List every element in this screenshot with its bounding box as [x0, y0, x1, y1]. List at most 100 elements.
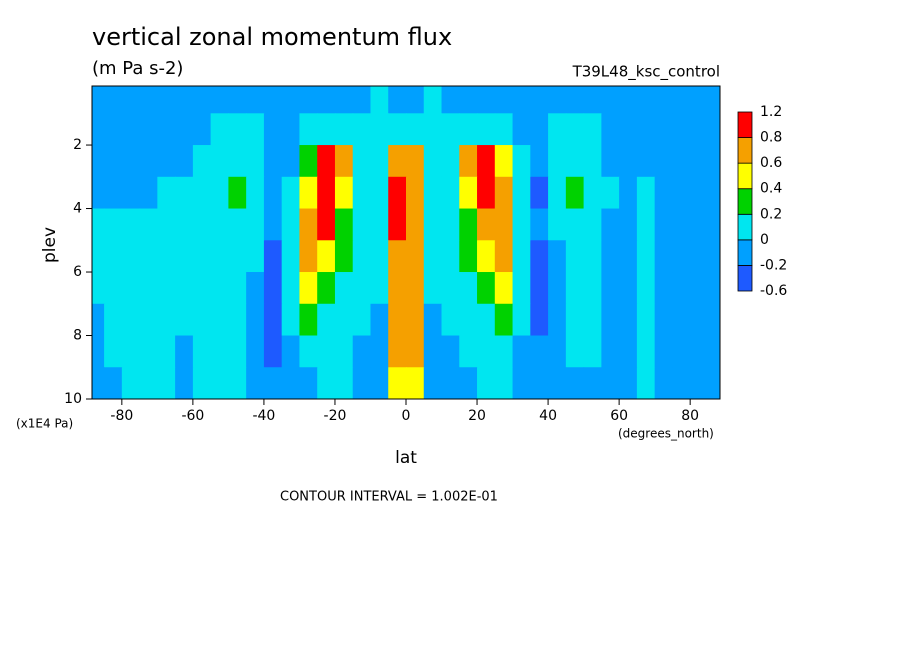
field-cell [619, 176, 638, 210]
field-cell [707, 208, 721, 241]
field-cell [548, 303, 567, 337]
field-cell [228, 145, 247, 178]
field-cell [636, 272, 656, 305]
field-cell [388, 208, 407, 241]
field-cell [157, 272, 176, 305]
field-cell [423, 272, 443, 305]
field-cell [317, 113, 336, 146]
field-cell [121, 240, 141, 273]
field-cell [459, 176, 478, 210]
field-cell [121, 208, 141, 241]
field-cell [619, 240, 638, 273]
field-cell [690, 303, 709, 337]
field-cell [636, 176, 656, 210]
field-cell [246, 240, 265, 273]
field-cell [707, 145, 721, 178]
field-cell [370, 208, 389, 241]
field-cell [530, 208, 549, 241]
field-cell [565, 113, 585, 146]
field-cell [299, 145, 318, 178]
field-cell [263, 176, 283, 210]
field-cell [477, 272, 496, 305]
field-cell [548, 240, 567, 273]
field-cell [228, 335, 247, 368]
field-cell [406, 208, 425, 241]
field-cell [121, 145, 141, 178]
x-axis-label: lat [395, 448, 417, 468]
field-cell [477, 86, 496, 114]
field-cell [548, 208, 567, 241]
field-cell [494, 240, 514, 273]
field-cell [92, 335, 105, 368]
field-cell [565, 176, 585, 210]
field-cell [459, 367, 478, 400]
field-cell [583, 86, 602, 114]
field-cell [406, 176, 425, 210]
field-cell [636, 86, 656, 114]
field-cell [583, 335, 602, 368]
field-cell [512, 86, 531, 114]
field-cell [334, 113, 354, 146]
field-cell [317, 303, 336, 337]
field-cell [477, 303, 496, 337]
field-cell [299, 86, 318, 114]
field-cell [654, 113, 673, 146]
field-cell [192, 303, 212, 337]
field-cell [690, 367, 709, 400]
field-cell [228, 272, 247, 305]
field-cell [477, 176, 496, 210]
field-cell [104, 240, 123, 273]
field-cell [175, 240, 194, 273]
field-cell [281, 272, 300, 305]
field-cell [494, 145, 514, 178]
field-cell [175, 272, 194, 305]
field-cell [601, 176, 620, 210]
field-cell [92, 240, 105, 273]
field-cell [281, 367, 300, 400]
colorbar-label: 0 [760, 232, 769, 248]
field-cell [388, 86, 407, 114]
field-cell [92, 86, 105, 114]
field-cell [352, 145, 371, 178]
x-tick-label: 40 [539, 408, 557, 424]
field-cell [459, 113, 478, 146]
field-cell [334, 208, 354, 241]
field-cell [619, 86, 638, 114]
field-cell [92, 113, 105, 146]
field-cell [548, 176, 567, 210]
field-cell [512, 113, 531, 146]
field-cell [601, 240, 620, 273]
field-cell [192, 145, 212, 178]
field-cell [512, 272, 531, 305]
field-cell [352, 86, 371, 114]
field-cell [281, 176, 300, 210]
field-cell [263, 367, 283, 400]
field-cell [477, 240, 496, 273]
field-cell [565, 240, 585, 273]
field-cell [192, 86, 212, 114]
field-cell [512, 303, 531, 337]
field-cell [441, 86, 460, 114]
field-cell [139, 303, 158, 337]
field-cell [636, 335, 656, 368]
field-cell [583, 240, 602, 273]
axes: -80 -60 -40 -20 0 20 40 60 80 2 4 6 8 10 -0.6 -0.2 0 0.2 0… [64, 85, 787, 424]
field-cell [299, 208, 318, 241]
field-cell [299, 113, 318, 146]
field-cell [352, 303, 371, 337]
x-tick-label: 80 [681, 408, 699, 424]
field-cell [317, 240, 336, 273]
field-cell [104, 367, 123, 400]
x-tick-label: -60 [181, 408, 204, 424]
field-cell [654, 145, 673, 178]
field-cell [512, 367, 531, 400]
field-cell [583, 176, 602, 210]
field-cell [317, 272, 336, 305]
field-cell [121, 176, 141, 210]
field-cell [92, 145, 105, 178]
field-cell [672, 303, 691, 337]
field-cell [423, 176, 443, 210]
field-cell [423, 303, 443, 337]
field-cell [619, 303, 638, 337]
field-cell [370, 86, 389, 114]
